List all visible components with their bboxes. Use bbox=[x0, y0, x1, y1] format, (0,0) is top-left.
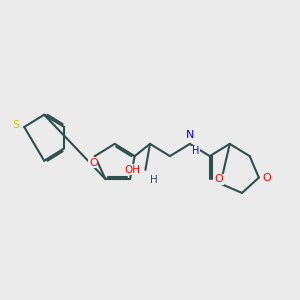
Text: O: O bbox=[89, 158, 98, 168]
Text: O: O bbox=[214, 174, 223, 184]
Text: H: H bbox=[192, 146, 200, 156]
Text: H: H bbox=[150, 176, 158, 185]
Text: S: S bbox=[13, 121, 20, 130]
Text: OH: OH bbox=[125, 165, 141, 175]
Text: N: N bbox=[186, 130, 194, 140]
Text: O: O bbox=[262, 172, 271, 183]
